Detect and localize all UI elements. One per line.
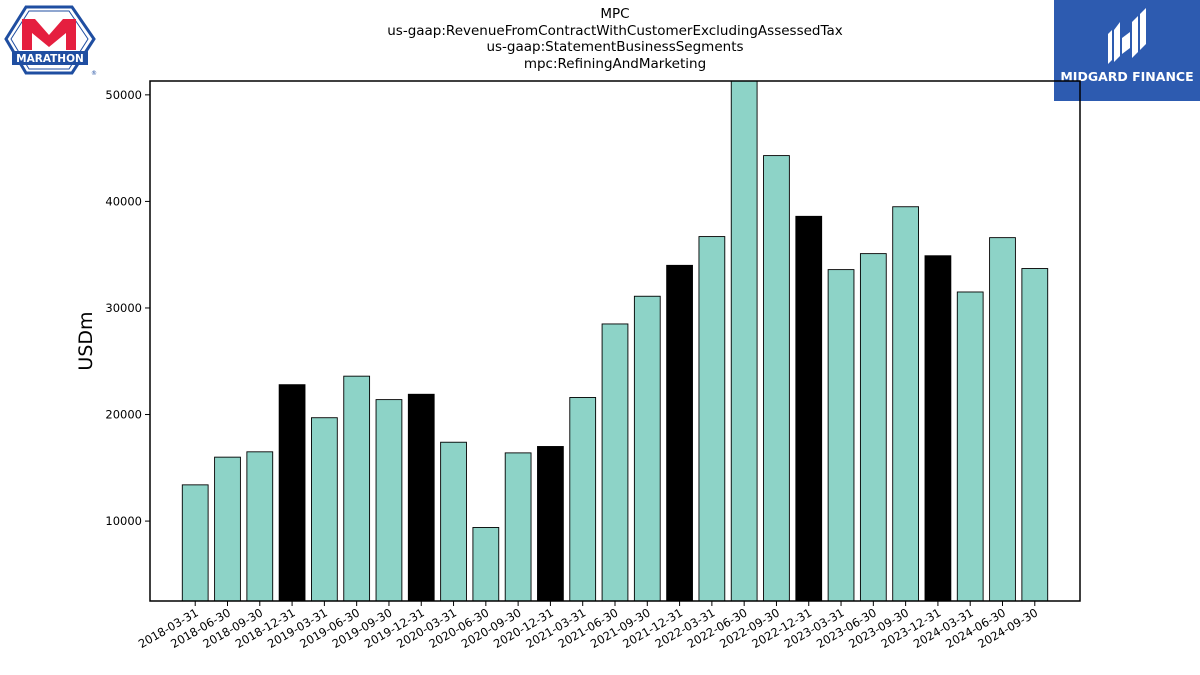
bar-2020-03-31: [440, 441, 467, 602]
bar-2023-03-31: [827, 269, 855, 602]
chart-subtitle-axis: us-gaap:StatementBusinessSegments: [486, 39, 744, 55]
y-tick-label: 30000: [105, 301, 142, 315]
bar-2019-03-31: [311, 417, 338, 602]
chart-subtitle-concept: us-gaap:RevenueFromContractWithCustomerE…: [387, 22, 843, 39]
bar-2022-03-31: [698, 236, 726, 602]
marathon-logo: MARATHON ®: [4, 5, 100, 77]
bar-2024-06-30: [989, 237, 1016, 602]
y-axis-label: USDm: [75, 311, 97, 370]
chart-subtitle-member: mpc:RefiningAndMarketing: [523, 55, 707, 72]
bar-2019-06-30: [343, 375, 371, 602]
bar-2022-12-31: [795, 215, 823, 602]
y-axis: 10000 20000 30000 40000 50000: [105, 88, 150, 528]
bar-2018-12-31: [278, 384, 306, 602]
marathon-logo-icon: MARATHON ®: [4, 5, 97, 77]
bar-2018-09-30: [246, 451, 274, 602]
bar-2024-09-30: [1021, 268, 1049, 602]
plot-frame: [149, 80, 1081, 602]
marathon-logo-text: MARATHON: [16, 53, 84, 65]
svg-text:®: ®: [91, 70, 97, 77]
y-tick-label: 20000: [105, 408, 142, 422]
bar-2023-09-30: [892, 206, 919, 602]
bar-2023-12-31: [924, 255, 952, 602]
bar-2022-09-30: [763, 155, 790, 602]
bar-2018-03-31: [181, 484, 209, 602]
bar-2021-09-30: [633, 295, 661, 602]
bar-2020-12-31: [537, 446, 564, 602]
y-tick-label: 10000: [105, 514, 142, 528]
chart-title-block: MPC us-gaap:RevenueFromContractWithCusto…: [150, 6, 1080, 72]
y-tick-label: 50000: [105, 88, 142, 102]
bar-2019-09-30: [375, 399, 403, 602]
chart-title: MPC: [600, 6, 630, 22]
bar-2020-06-30: [472, 527, 500, 602]
bars-group: [181, 80, 1049, 602]
x-axis: 2018-03-312018-06-302018-09-302018-12-31…: [136, 601, 1040, 651]
bar-2021-12-31: [666, 264, 693, 602]
midgard-finance-logo: MIDGARD FINANCE: [1054, 0, 1200, 101]
bar-2022-06-30: [730, 80, 758, 602]
bar-2020-09-30: [504, 452, 532, 602]
bar-2024-03-31: [956, 291, 984, 602]
bar-2021-03-31: [569, 397, 597, 602]
midgard-finance-logo-text: MIDGARD FINANCE: [1060, 69, 1194, 84]
midgard-finance-logo-icon: [1108, 8, 1146, 64]
bar-2019-12-31: [407, 393, 435, 602]
bar-2021-06-30: [601, 323, 629, 602]
bar-2023-06-30: [859, 253, 887, 602]
y-tick-label: 40000: [105, 194, 142, 208]
bar-2018-06-30: [214, 456, 241, 602]
